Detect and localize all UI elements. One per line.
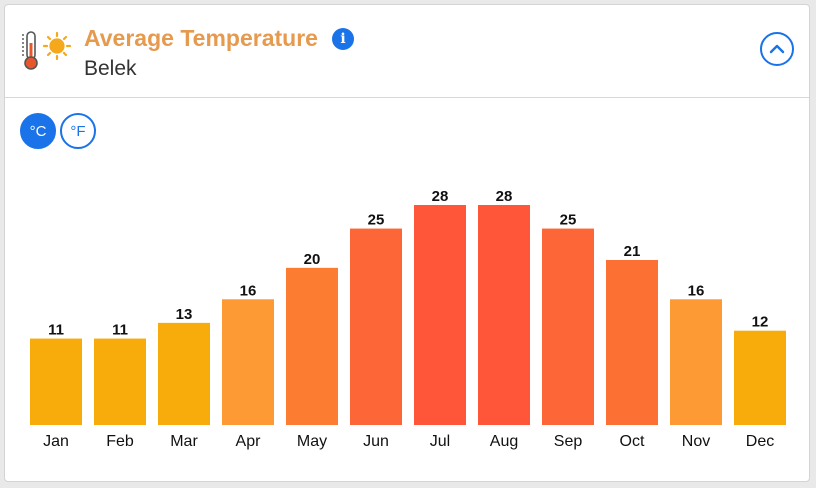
bar-sep[interactable] bbox=[542, 228, 594, 425]
tick-label-may: May bbox=[297, 433, 327, 450]
bar-dec[interactable] bbox=[734, 330, 786, 425]
data-label-feb: 11 bbox=[112, 322, 128, 339]
bar-may[interactable] bbox=[286, 267, 338, 425]
data-label-sep: 25 bbox=[560, 212, 577, 229]
data-label-dec: 12 bbox=[752, 314, 769, 331]
tick-label-aug: Aug bbox=[490, 433, 518, 450]
bar-jun[interactable] bbox=[350, 228, 402, 425]
tick-label-jan: Jan bbox=[43, 433, 69, 450]
data-label-may: 20 bbox=[304, 251, 321, 268]
tick-label-mar: Mar bbox=[170, 433, 198, 450]
data-label-jul: 28 bbox=[432, 188, 449, 205]
tick-label-sep: Sep bbox=[554, 433, 583, 450]
data-label-oct: 21 bbox=[624, 243, 641, 260]
tick-label-dec: Dec bbox=[746, 433, 774, 450]
bar-oct[interactable] bbox=[606, 260, 658, 425]
bar-mar[interactable] bbox=[158, 322, 210, 425]
card-header: Average Temperature i Belek bbox=[5, 5, 809, 98]
bar-nov[interactable] bbox=[670, 299, 722, 425]
card-title: Average Temperature bbox=[84, 25, 318, 51]
bar-feb[interactable] bbox=[94, 338, 146, 425]
tick-label-apr: Apr bbox=[236, 433, 262, 450]
tick-label-nov: Nov bbox=[682, 433, 710, 450]
tick-label-feb: Feb bbox=[106, 433, 134, 450]
data-label-apr: 16 bbox=[240, 282, 257, 299]
data-label-aug: 28 bbox=[496, 188, 513, 205]
bar-aug[interactable] bbox=[478, 205, 530, 425]
thermometer-sun-icon bbox=[22, 31, 72, 70]
bar-jul[interactable] bbox=[414, 205, 466, 425]
location-name: Belek bbox=[84, 57, 137, 80]
data-label-nov: 16 bbox=[688, 282, 705, 299]
data-label-jun: 25 bbox=[368, 212, 385, 229]
tick-label-jul: Jul bbox=[430, 433, 450, 450]
bar-jan[interactable] bbox=[30, 338, 82, 425]
bar-apr[interactable] bbox=[222, 299, 274, 425]
collapse-button[interactable] bbox=[760, 32, 794, 66]
celsius-toggle[interactable]: °C bbox=[20, 113, 56, 149]
thermometer-icon bbox=[22, 31, 38, 70]
tick-label-jun: Jun bbox=[363, 433, 389, 450]
data-label-jan: 11 bbox=[48, 322, 64, 339]
fahrenheit-toggle[interactable]: °F bbox=[60, 113, 96, 149]
chevron-up-icon bbox=[769, 44, 785, 54]
data-label-mar: 13 bbox=[176, 306, 193, 323]
tick-label-oct: Oct bbox=[620, 433, 645, 450]
info-icon[interactable]: i bbox=[332, 28, 354, 50]
sun-icon bbox=[42, 31, 72, 61]
